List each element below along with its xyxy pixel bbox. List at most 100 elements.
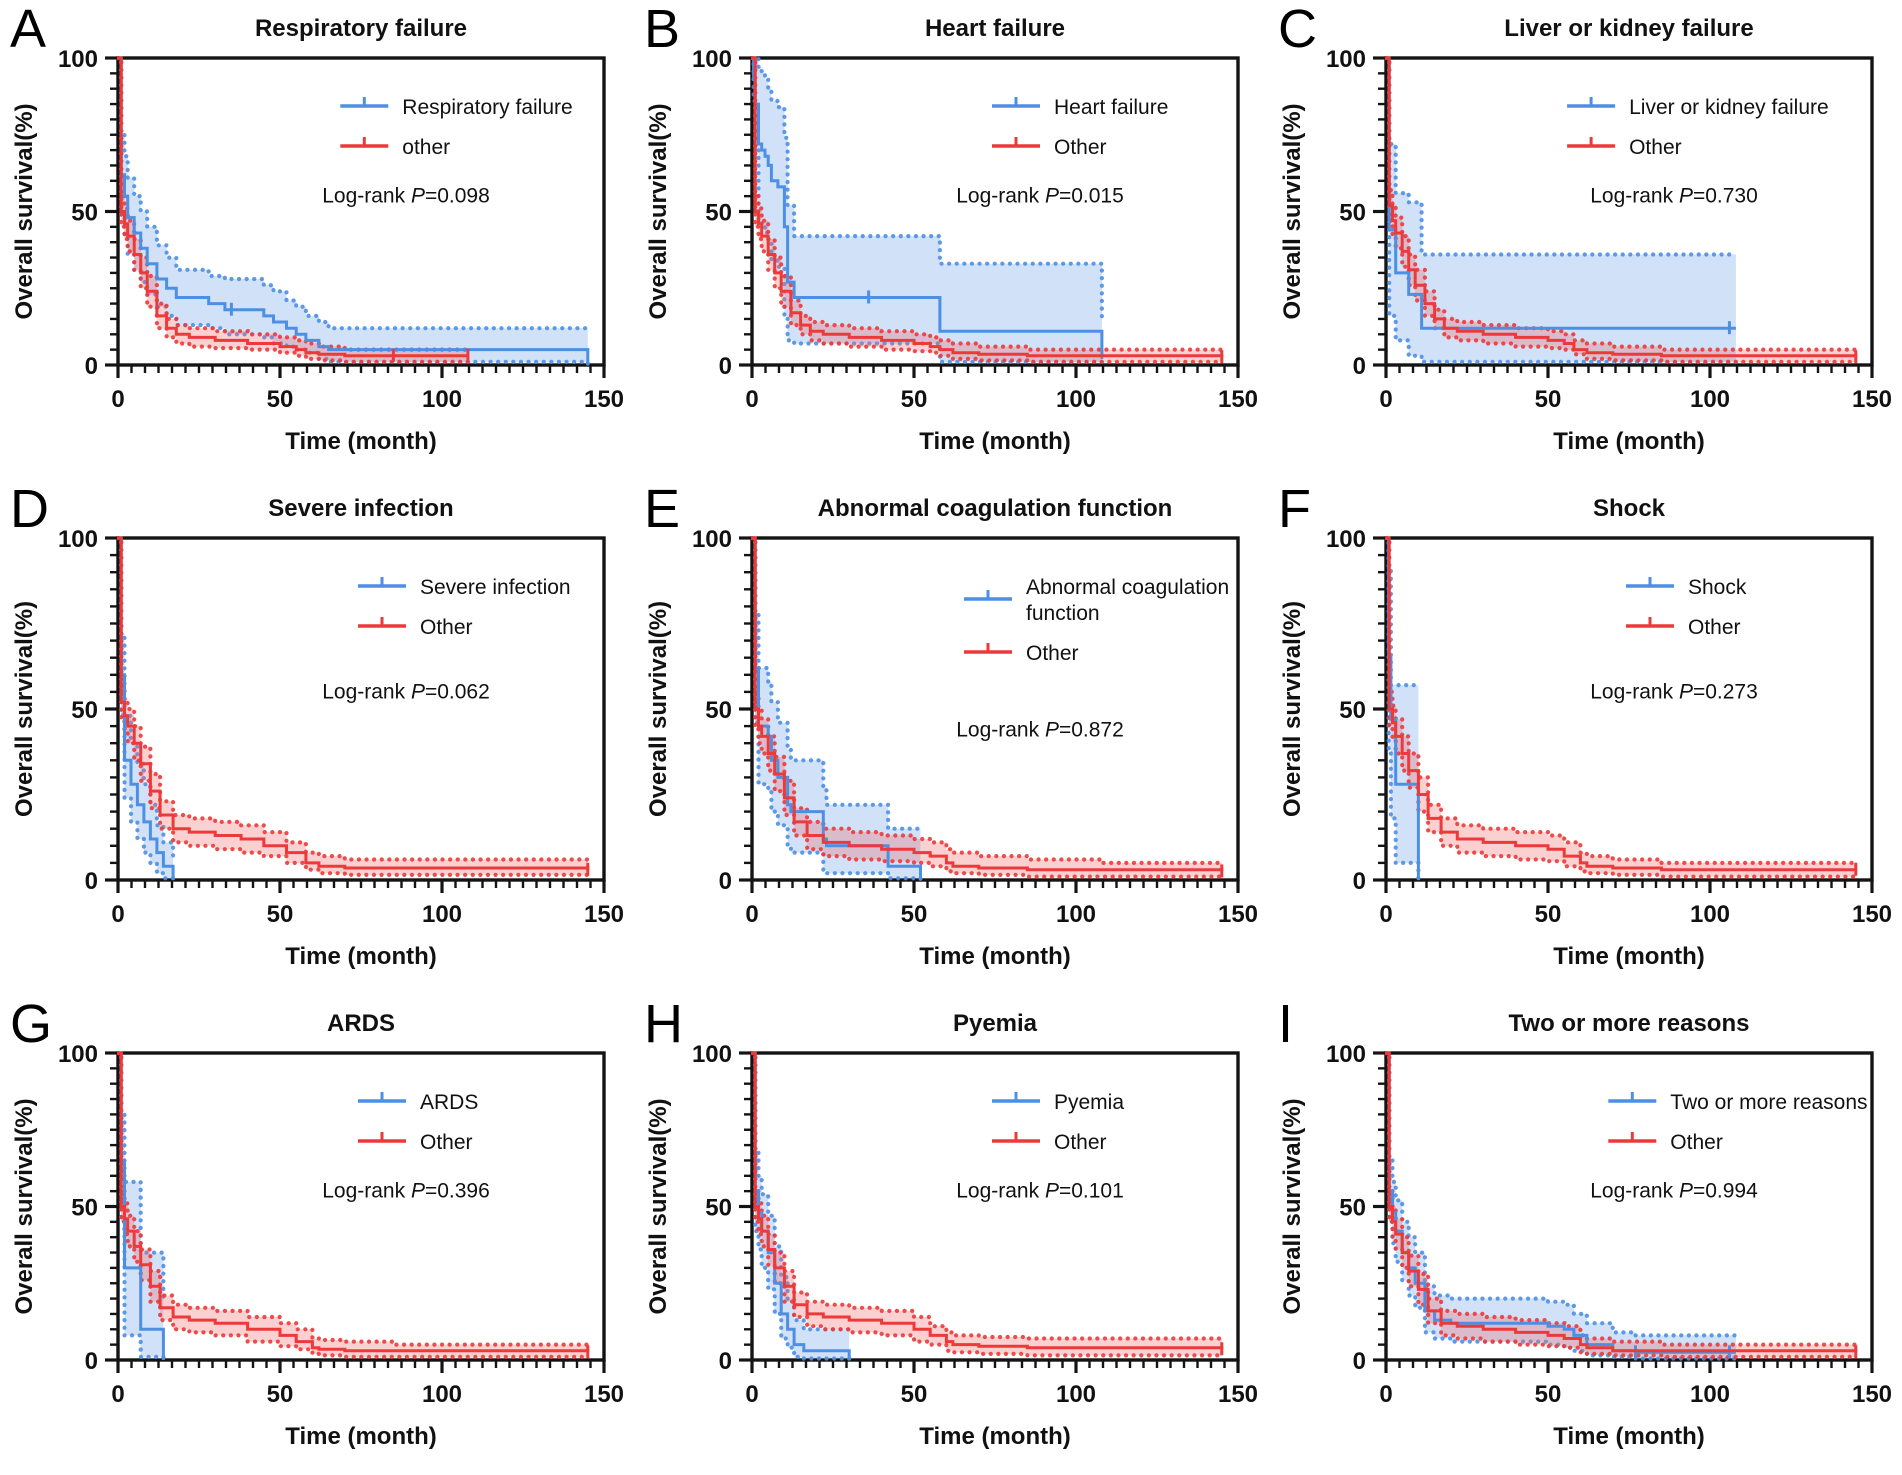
- x-axis-label: Time (month): [285, 1423, 437, 1450]
- y-tick-label: 100: [58, 1041, 98, 1068]
- y-tick-label: 50: [705, 1195, 732, 1222]
- x-tick-label: 150: [1218, 1381, 1258, 1408]
- plot-area: [1385, 536, 1858, 882]
- ci-upper-dotted-group: [1385, 56, 1738, 257]
- legend-entry-other: Other: [964, 642, 1079, 665]
- y-tick-label: 0: [719, 353, 732, 380]
- legend-entry-group: Severe infection: [358, 576, 571, 599]
- ci-lower-dotted-other: [1385, 1051, 1858, 1359]
- legend-label: Heart failure: [1054, 96, 1168, 119]
- x-axis-label: Time (month): [1553, 428, 1705, 455]
- logrank-prefix: Log-rank: [956, 718, 1045, 741]
- y-tick-label: 0: [85, 868, 98, 895]
- y-tick-label: 100: [58, 526, 98, 553]
- ci-lower-dotted-group: [751, 56, 1104, 367]
- logrank-prefix: Log-rank: [322, 1179, 411, 1202]
- x-axis-label: Time (month): [1553, 943, 1705, 970]
- ci-lower-dotted-group: [1385, 56, 1738, 364]
- panel-G: G ARDS 0 50 100 0 50 100 150 Overall survival(%) T…: [0, 994, 634, 1475]
- ci-upper-dotted-group: [1385, 1051, 1738, 1338]
- logrank-prefix: Log-rank: [1590, 681, 1679, 704]
- x-tick-label: 100: [422, 386, 462, 413]
- x-tick-label: 50: [1535, 1381, 1562, 1408]
- ci-band-group: [1386, 538, 1419, 880]
- logrank-prefix: Log-rank: [322, 184, 411, 207]
- legend-entry-other: Other: [1608, 1131, 1723, 1154]
- legend-label: Respiratory failure: [402, 96, 572, 119]
- x-tick-label: 0: [111, 386, 124, 413]
- panel-D: D Severe infection 0 50 100 0 50 100 150 Overall …: [0, 479, 634, 995]
- ci-band-other: [118, 1053, 588, 1357]
- plot-area: [117, 56, 590, 367]
- survival-plot-B: Heart failure 0 50 100 0 50 100 150 Overall surv…: [645, 15, 1258, 455]
- ci-lower-dotted-other: [117, 536, 590, 879]
- y-axis-label: Overall survival(%): [11, 1098, 38, 1314]
- x-axis-label: Time (month): [919, 943, 1071, 970]
- legend-label: function: [1026, 602, 1100, 625]
- legend-entry-group: Abnormal coagulation function: [964, 576, 1229, 625]
- survival-plot-H: Pyemia 0 50 100 0 50 100 150 Overall survival(%)…: [645, 1010, 1258, 1450]
- panel-title: Abnormal coagulation function: [818, 495, 1173, 522]
- logrank-p-symbol: P: [411, 1179, 425, 1202]
- km-curve-group: [752, 536, 922, 880]
- logrank-p-symbol: P: [1045, 1179, 1059, 1202]
- panel-F: F Shock 0 50 100 0 50 100 150 Overall survival(%)…: [1268, 479, 1902, 995]
- logrank-annotation: Log-rank P=0.273: [1590, 681, 1758, 704]
- km-curve-other: [1386, 56, 1858, 358]
- logrank-p-symbol: P: [1679, 184, 1693, 207]
- y-tick-label: 100: [1326, 46, 1366, 73]
- ci-band-group: [118, 538, 174, 880]
- logrank-annotation: Log-rank P=0.730: [1590, 184, 1758, 207]
- ci-lower-dotted-other: [1385, 536, 1858, 879]
- logrank-p-value: =0.396: [425, 1179, 490, 1202]
- ci-upper-dotted-other: [751, 536, 1224, 867]
- x-tick-label: 50: [1535, 386, 1562, 413]
- ci-lower-dotted-group: [117, 56, 590, 367]
- legend: Abnormal coagulation function Other: [964, 576, 1229, 665]
- panel-letter: F: [1278, 479, 1311, 539]
- ci-lower-dotted-other: [751, 1051, 1224, 1359]
- km-curve-other: [752, 56, 1224, 358]
- panel-B: B Heart failure 0 50 100 0 50 100 150 Overall sur…: [634, 0, 1268, 480]
- y-axis-label: Overall survival(%): [11, 103, 38, 319]
- x-tick-label: 0: [1379, 1381, 1392, 1408]
- legend-label: Other: [1026, 642, 1079, 665]
- panel-title: ARDS: [327, 1010, 395, 1037]
- panel-H: H Pyemia 0 50 100 0 50 100 150 Overall survival(%…: [634, 994, 1268, 1475]
- logrank-prefix: Log-rank: [1590, 184, 1679, 207]
- logrank-p-value: =0.062: [425, 681, 490, 704]
- legend-label: Other: [1629, 136, 1682, 159]
- km-curve-other: [752, 536, 1224, 872]
- plot-area: [117, 1051, 590, 1362]
- legend: Respiratory failure other: [340, 96, 573, 159]
- y-tick-label: 50: [1339, 1195, 1366, 1222]
- legend-entry-other: Other: [1626, 616, 1741, 639]
- km-curve-group: [118, 56, 590, 365]
- ci-band-group: [118, 58, 588, 365]
- legend-entry-group: Pyemia: [992, 1091, 1124, 1114]
- ci-upper-dotted-group: [751, 536, 923, 831]
- y-axis-label: Overall survival(%): [1279, 601, 1306, 817]
- legend-entry-other: Other: [992, 1131, 1107, 1154]
- ci-lower-dotted-other: [117, 1051, 590, 1359]
- y-tick-label: 100: [692, 526, 732, 553]
- y-tick-label: 0: [1353, 868, 1366, 895]
- logrank-prefix: Log-rank: [322, 681, 411, 704]
- logrank-p-symbol: P: [1045, 718, 1059, 741]
- legend-entry-other: Other: [358, 616, 473, 639]
- km-curve-other: [752, 1051, 1224, 1350]
- x-tick-label: 100: [1690, 386, 1730, 413]
- km-curve-group: [118, 536, 175, 880]
- legend: Two or more reasons Other: [1608, 1091, 1868, 1154]
- legend-label: Other: [1670, 1131, 1723, 1154]
- ci-upper-dotted-group: [751, 56, 1104, 321]
- x-tick-label: 150: [1852, 1381, 1892, 1408]
- y-tick-label: 0: [1353, 353, 1366, 380]
- survival-plot-A: Respiratory failure 0 50 100 0 50 100 150 Overal…: [11, 15, 624, 455]
- panel-letter: C: [1278, 0, 1317, 59]
- logrank-annotation: Log-rank P=0.101: [956, 1179, 1124, 1202]
- x-tick-label: 150: [584, 386, 624, 413]
- logrank-annotation: Log-rank P=0.015: [956, 184, 1124, 207]
- legend-entry-other: Other: [992, 136, 1107, 159]
- legend-entry-group: Liver or kidney failure: [1567, 96, 1829, 119]
